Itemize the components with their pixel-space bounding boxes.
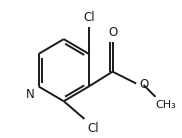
Text: Cl: Cl — [83, 11, 95, 24]
Text: N: N — [25, 88, 34, 101]
Text: O: O — [108, 26, 117, 39]
Text: O: O — [139, 79, 148, 91]
Text: CH₃: CH₃ — [155, 100, 176, 110]
Text: Cl: Cl — [87, 122, 99, 135]
